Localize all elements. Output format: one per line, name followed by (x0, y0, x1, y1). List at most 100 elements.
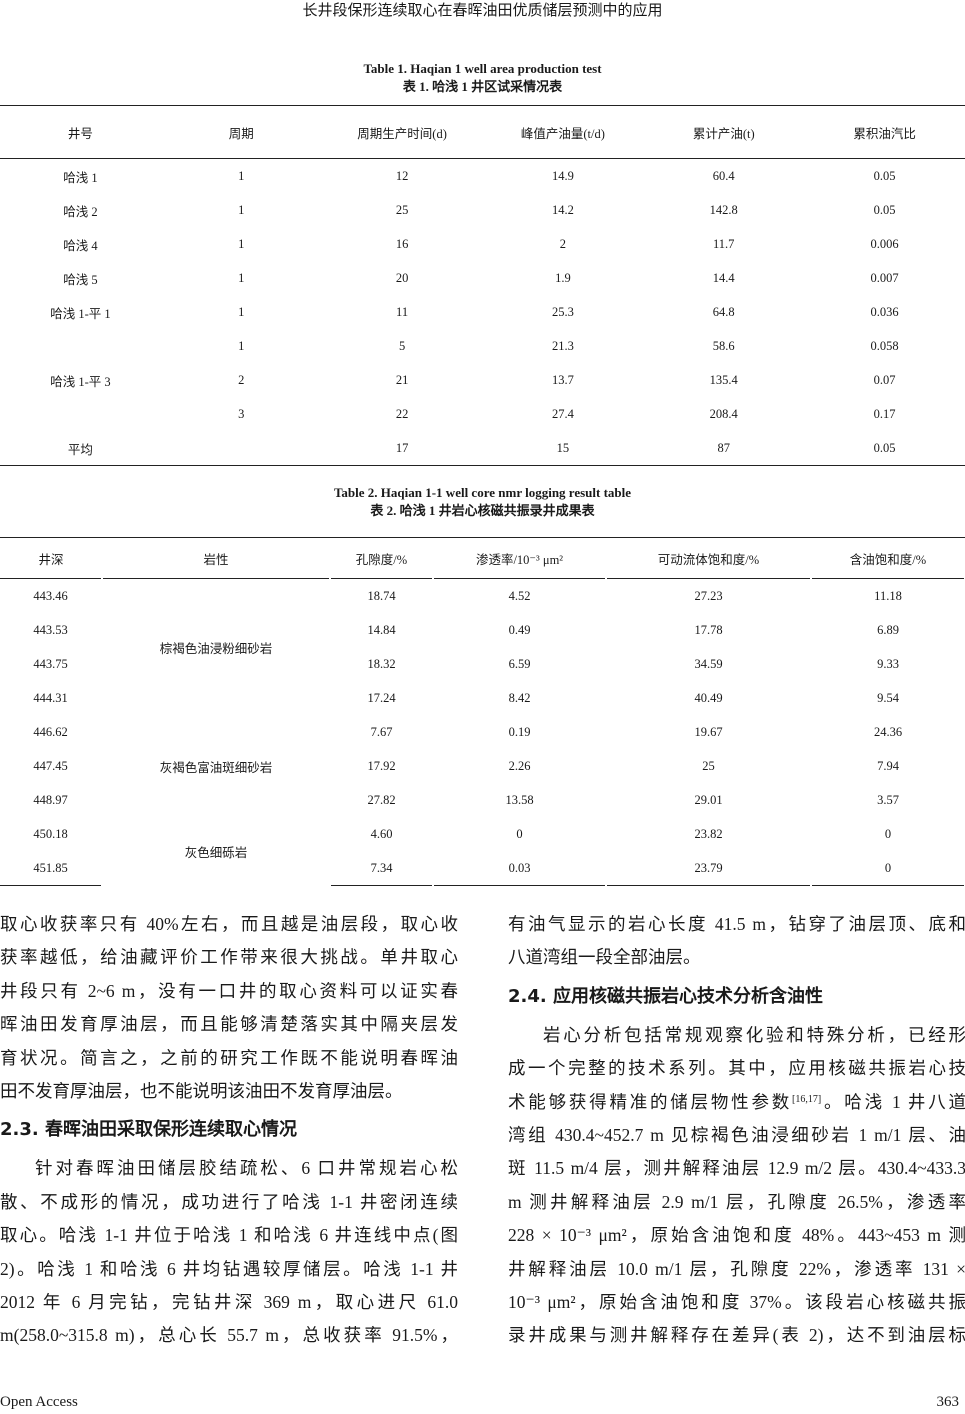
table2-cell: 34.59 (606, 647, 812, 681)
table1-cell: 22 (395, 406, 409, 421)
table1-header-cell: 周期生产时间(d) (321, 105, 483, 159)
table2-cell: 27.23 (606, 578, 812, 613)
table2-cell: 443.46 (0, 578, 103, 613)
table1-cell: 14.9 (551, 168, 574, 183)
table2-cell: 0 (433, 817, 607, 851)
table-row: 451.85 7.34 0.03 23.79 0 (0, 851, 965, 886)
table1-cell: 5 (398, 338, 406, 353)
table2-cell: 18.32 (330, 647, 434, 681)
table1-header-cell: 累计产油(t) (643, 105, 805, 159)
table-row: 446.62 灰褐色富油斑细砂岩 7.67 0.19 19.67 24.36 (0, 715, 965, 817)
table1-cell: 58.6 (712, 338, 735, 353)
text-line: m 测井解释油层 2.9 m/1 层，孔隙度 26.5%，渗透率 (508, 1191, 965, 1212)
table2-caption-en: Table 2. Haqian 1-1 well core nmr loggin… (333, 485, 632, 500)
table-row: 哈浅 1 1 12 14.9 60.4 0.05 (0, 159, 965, 194)
table2-header-cell: 含油饱和度/% (811, 537, 965, 579)
table-row: 450.18 灰色细砾岩 4.60 0 23.82 0 (0, 817, 965, 886)
table1-cell: 1 (238, 168, 245, 183)
table2-cell: 0.19 (433, 715, 607, 749)
table1-header-cell: 周期 (160, 105, 322, 159)
table1-cell: 1 (238, 270, 245, 285)
table2-cell: 14.84 (330, 613, 434, 647)
table1-cell: 1 (238, 202, 245, 217)
table1-cell: 1 (238, 236, 245, 251)
text-line: 散、不成形的情况，成功进行了哈浅 1-1 井密闭连续 (0, 1191, 458, 1212)
table1-cell: 2 (559, 236, 567, 251)
table2-lithology-cell: 灰色细砾岩 (102, 817, 331, 886)
table2-cell: 9.33 (811, 647, 965, 681)
table2-cell: 24.36 (811, 715, 965, 749)
table2-cell: 17.24 (330, 681, 434, 715)
table1-cell: 0.05 (804, 431, 965, 466)
text-line: 2012 年 6 月完钻，完钻井深 369 m，取心进尺 61.0 (0, 1291, 458, 1312)
table2-cell: 443.53 (0, 613, 103, 647)
table1-cell: 2 (238, 372, 245, 387)
section-heading: 2.3. 春晖油田采取保形连续取心情况 (0, 1119, 297, 1141)
table2-cell: 0.49 (433, 613, 607, 647)
table1-cell: 16 (395, 236, 409, 251)
table1-cell: 1.9 (555, 270, 571, 285)
table1-cell (160, 431, 322, 466)
table1-cell: 208.4 (709, 406, 738, 421)
table1-cell: 0.007 (870, 270, 899, 285)
table2-cell: 7.67 (330, 715, 434, 749)
table2-lithology-cell: 灰褐色富油斑细砂岩 (102, 715, 331, 817)
text-line: 井段只有 2~6 m，没有一口井的取心资料可以证实春 (0, 980, 458, 1001)
table-row: 443.53 14.84 0.49 17.78 6.89 (0, 613, 965, 647)
table2-cell: 7.34 (330, 851, 434, 886)
table1-cell: 哈浅 2 (63, 204, 98, 219)
table2-nmr-logging: 井深 岩性 孔隙度/% 渗透率/10⁻³ μm² 可动流体饱和度/% 含油饱和度/% 44… (0, 537, 965, 886)
text-line: 有油气显示的岩心长度 41.5 m，钻穿了油层顶、底和 (508, 914, 965, 934)
table-row: 3 22 27.4 208.4 0.17 (0, 397, 965, 431)
table1-cell: 0.17 (873, 406, 896, 421)
table1-cell: 哈浅 1 (63, 170, 98, 185)
table-row: 哈浅 5 1 20 1.9 14.4 0.007 (0, 261, 965, 295)
table2-cell: 2.26 (433, 749, 607, 783)
left-text-column: 取心收获率只有 40%左右，而且越是油层段，取心收 获率越低，给油藏评价工作带来很… (0, 908, 458, 1353)
text-line: 斑 11.5 m/4 层，测井解释油层 12.9 m/2 层。430.4~433… (508, 1158, 965, 1179)
table1-cell: 11 (396, 304, 409, 319)
table1-cell: 12 (395, 168, 409, 183)
text-line: 成一个完整的技术系列。其中，应用核磁共振岩心技 (508, 1058, 965, 1079)
table1-cell: 0.05 (873, 202, 896, 217)
table2-cell: 448.97 (0, 783, 103, 817)
table1-cell: 0.036 (870, 304, 899, 319)
text-line: 田不发育厚油层，也不能说明该油田不发育厚油层。 (0, 1080, 403, 1101)
table2-cell: 27.82 (330, 783, 434, 817)
text-line: 录井成果与测井解释存在差异(表 2)，达不到油层标 (508, 1325, 965, 1346)
table1-cell: 64.8 (712, 304, 735, 319)
table2-cell: 23.82 (606, 817, 812, 851)
table2-cell: 17.92 (330, 749, 434, 783)
table2-cell: 8.42 (433, 681, 607, 715)
table2-cell: 19.67 (606, 715, 812, 749)
table1-cell: 135.4 (709, 372, 738, 387)
table1-cell: 11.7 (713, 236, 735, 251)
table1-cell: 0.05 (873, 168, 896, 183)
table2-lithology-cell: 棕褐色油浸粉细砂岩 (102, 578, 331, 715)
table1-cell: 1 (238, 338, 245, 353)
table2-cell: 23.79 (606, 851, 812, 886)
table-row: 443.75 18.32 6.59 34.59 9.33 (0, 647, 965, 681)
table1-cell: 平均 (0, 431, 161, 466)
table1-cell: 哈浅 1-平 3 (50, 374, 111, 389)
table2-cell: 443.75 (0, 647, 103, 681)
table1-cell: 哈浅 4 (63, 238, 98, 253)
table2-caption-cn: 表 2. 哈浅 1 井岩心核磁共振录井成果表 (370, 503, 595, 518)
text-line: 获率越低，给油藏评价工作带来很大挑战。单井取心 (0, 947, 458, 968)
table1-caption-cn: 表 1. 哈浅 1 井区试采情况表 (402, 79, 563, 94)
text-line: 取心收获率只有 40%左右，而且越是油层段，取心收 (0, 914, 458, 934)
table2-cell: 29.01 (606, 783, 812, 817)
table2-cell: 3.57 (811, 783, 965, 817)
text-line: 针对春晖油田储层胶结疏松、6 口井常规岩心松 (35, 1158, 458, 1179)
table2-cell: 6.89 (811, 613, 965, 647)
table1-cell: 哈浅 5 (63, 272, 98, 287)
table1-cell: 87 (643, 431, 805, 466)
table1-cell: 17 (321, 431, 483, 466)
table2-header-cell: 井深 (0, 537, 102, 579)
table-row: 447.45 17.92 2.26 25 7.94 (0, 749, 965, 783)
running-title: 长井段保形连续取心在春晖油田优质储层预测中的应用 (302, 3, 663, 19)
table-row: 443.46 棕褐色油浸粉细砂岩 18.74 4.52 27.23 11.18 (0, 578, 965, 715)
table1-cell: 15 (482, 431, 644, 466)
footer-open-access: Open Access (0, 1394, 78, 1410)
table2-cell: 446.62 (0, 715, 103, 749)
